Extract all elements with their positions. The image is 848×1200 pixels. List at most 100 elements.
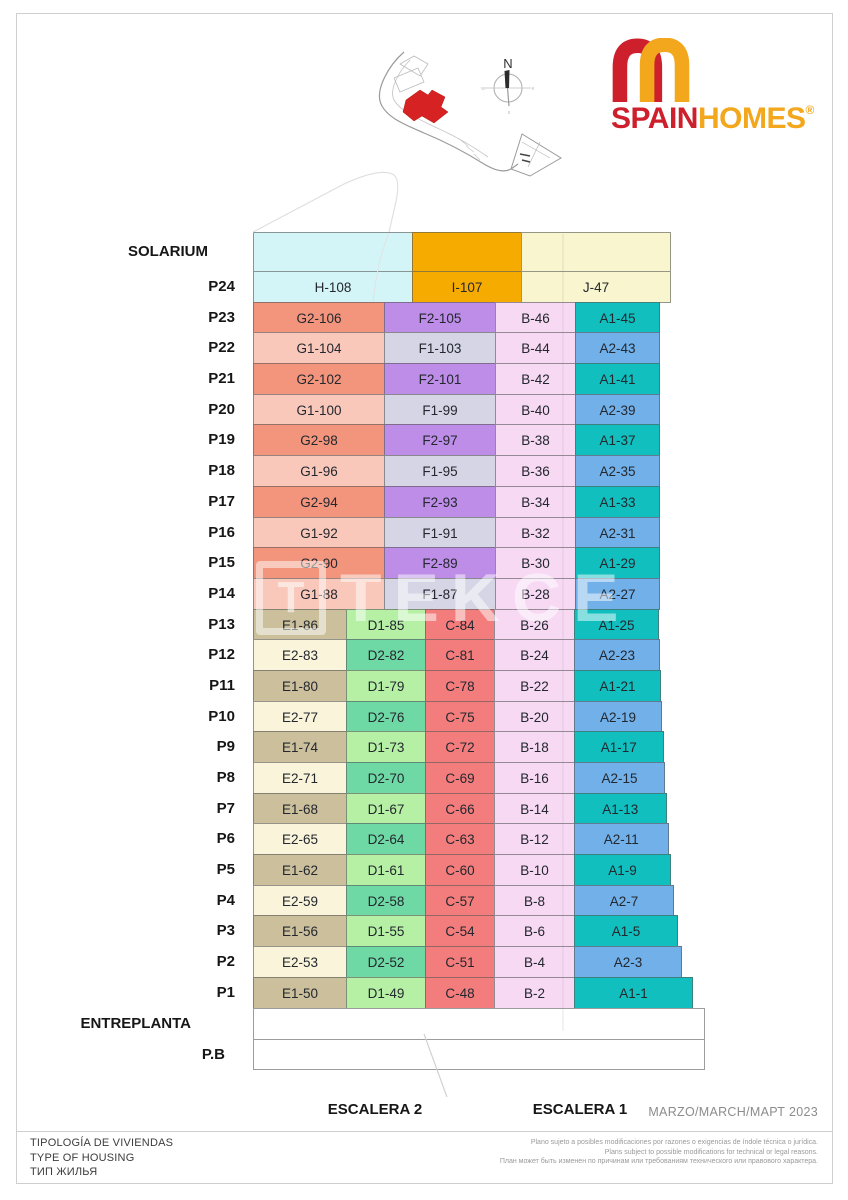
unit-cell-G1-88: G1-88 [253,577,385,610]
floor-row-P4: P4 E2-59 D2-58 C-57 B-8 A2-7 [217,884,705,917]
unit-cell-A2-19: A2-19 [574,700,662,733]
unit-cell-C-84: C-84 [425,608,495,641]
floor-label-P23: P23 [208,308,235,326]
disclaimer-en: Plans subject to possible modifications … [604,1148,818,1156]
floor-row-P12: P12 E2-83 D2-82 C-81 B-24 A2-23 [208,639,705,671]
floor-label-P20: P20 [208,400,235,418]
disclaimer-block: Plano sujeto a posibles modificaciones p… [500,1138,818,1167]
plan-date: MARZO/MARCH/МАРТ 2023 [648,1105,818,1119]
unit-cell-G1-100: G1-100 [253,393,385,426]
logo-wordmark: SPAINHOMES® [611,102,814,136]
unit-cell-B-34: B-34 [495,485,576,518]
floor-label-P1: P1 [216,983,235,1001]
floor-row-ENTREPLANTA: ENTREPLANTA [80,1007,705,1040]
unit-cell-E2-65: E2-65 [253,823,347,856]
unit-cell-D1-55: D1-55 [346,915,426,948]
unit-cell-B-28: B-28 [495,577,576,610]
unit-cell-B-16: B-16 [494,762,575,794]
floor-row-SOLARIUM: SOLARIUM [128,232,705,272]
floor-label-ENTREPLANTA: ENTREPLANTA [80,1014,191,1032]
floor-row-P.B: P.B [202,1038,705,1070]
unit-cell-B-38: B-38 [495,424,576,457]
floor-label-P19: P19 [208,431,235,449]
unit-cell-C-81: C-81 [425,639,495,671]
unit-cell-B-24: B-24 [494,639,575,671]
unit-cell-D2-52: D2-52 [346,946,426,978]
floor-row-P10: P10 E2-77 D2-76 C-75 B-20 A2-19 [208,700,705,733]
floor-row-P17: P17 G2-94 F2-93 B-34 A1-33 [208,485,705,518]
unit-cell-G1-96: G1-96 [253,455,385,487]
unit-cell-D1-85: D1-85 [346,608,426,641]
floor-label-P18: P18 [208,462,235,480]
unit-cell-B-18: B-18 [494,731,575,763]
unit-cell-A1-1: A1-1 [574,976,693,1009]
unit-cell-F1-91: F1-91 [384,516,496,549]
unit-cell-SOLARIUM-J [521,232,671,272]
floor-row-P16: P16 G1-92 F1-91 B-32 A2-31 [208,516,705,549]
unit-cell-G2-106: G2-106 [253,301,385,334]
unit-cell-B-36: B-36 [495,455,576,487]
unit-cell-D1-67: D1-67 [346,792,426,825]
unit-cell-G1-92: G1-92 [253,516,385,549]
unit-cell-B-40: B-40 [495,393,576,426]
floor-row-P24: P24 H-108 I-107 J-47 [208,271,705,303]
unit-cell-ENTREPLANTA-EMPTY [253,1007,705,1040]
unit-cell-SOLARIUM-I [412,232,522,272]
unit-cell-C-69: C-69 [425,762,495,794]
floor-label-P6: P6 [216,830,235,848]
plan-title-block: TIPOLOGÍA DE VIVIENDAS TYPE OF HOUSING Т… [30,1136,173,1180]
footer-divider [16,1131,833,1132]
unit-cell-D1-49: D1-49 [346,976,426,1009]
unit-cell-P.B-EMPTY [253,1038,705,1070]
logo-word-homes: HOMES [697,102,806,135]
unit-cell-C-63: C-63 [425,823,495,856]
unit-cell-D1-61: D1-61 [346,854,426,886]
unit-cell-E1-56: E1-56 [253,915,347,948]
unit-cell-A2-23: A2-23 [574,639,660,671]
unit-cell-D2-64: D2-64 [346,823,426,856]
unit-cell-C-78: C-78 [425,669,495,702]
unit-cell-B-20: B-20 [494,700,575,733]
floor-label-P2: P2 [216,953,235,971]
floor-row-P8: P8 E2-71 D2-70 C-69 B-16 A2-15 [217,762,705,794]
floor-row-P6: P6 E2-65 D2-64 C-63 B-12 A2-11 [217,823,705,856]
unit-cell-SOLARIUM-H [253,232,413,272]
floor-label-P8: P8 [216,769,235,786]
floor-row-P3: P3 E1-56 D1-55 C-54 B-6 A1-5 [217,915,705,948]
floor-label-P5: P5 [216,861,235,879]
disclaimer-es: Plano sujeto a posibles modificaciones p… [530,1139,818,1146]
floor-row-P23: P23 G2-106 F2-105 B-46 A1-45 [208,301,705,334]
unit-cell-F2-105: F2-105 [384,301,496,334]
unit-cell-C-57: C-57 [425,884,495,917]
unit-cell-B-32: B-32 [495,516,576,549]
unit-cell-C-51: C-51 [425,946,495,978]
spainhomes-logo: SPAINHOMES® [610,38,825,138]
floor-row-P9: P9 E1-74 D1-73 C-72 B-18 A1-17 [217,731,705,763]
svg-text:s: s [508,110,511,116]
unit-cell-C-60: C-60 [425,854,495,886]
floor-row-P13: P13 E1-86 D1-85 C-84 B-26 A1-25 [208,608,705,641]
unit-cell-F1-103: F1-103 [384,332,496,365]
unit-cell-B-14: B-14 [494,792,575,825]
unit-cell-F2-97: F2-97 [384,424,496,457]
unit-cell-A2-15: A2-15 [574,762,665,794]
floor-label-P10: P10 [208,707,235,725]
title-ru: ТИП ЖИЛЬЯ [30,1166,98,1178]
unit-cell-E1-68: E1-68 [253,792,347,825]
unit-cell-E2-83: E2-83 [253,639,347,671]
unit-cell-A2-39: A2-39 [575,393,660,426]
unit-cell-A2-27: A2-27 [575,577,660,610]
unit-cell-A1-17: A1-17 [574,731,664,763]
unit-cell-A2-7: A2-7 [574,884,674,917]
unit-cell-D2-76: D2-76 [346,700,426,733]
floor-label-P11: P11 [209,676,235,694]
floor-label-P21: P21 [208,370,235,388]
unit-cell-D1-73: D1-73 [346,731,426,763]
floor-row-P19: P19 G2-98 F2-97 B-38 A1-37 [208,424,705,457]
unit-cell-A2-43: A2-43 [575,332,660,365]
unit-cell-E1-74: E1-74 [253,731,347,763]
floor-row-P5: P5 E1-62 D1-61 C-60 B-10 A1-9 [217,854,705,886]
unit-cell-F2-89: F2-89 [384,547,496,579]
unit-cell-B-2: B-2 [494,976,575,1009]
unit-cell-B-22: B-22 [494,669,575,702]
